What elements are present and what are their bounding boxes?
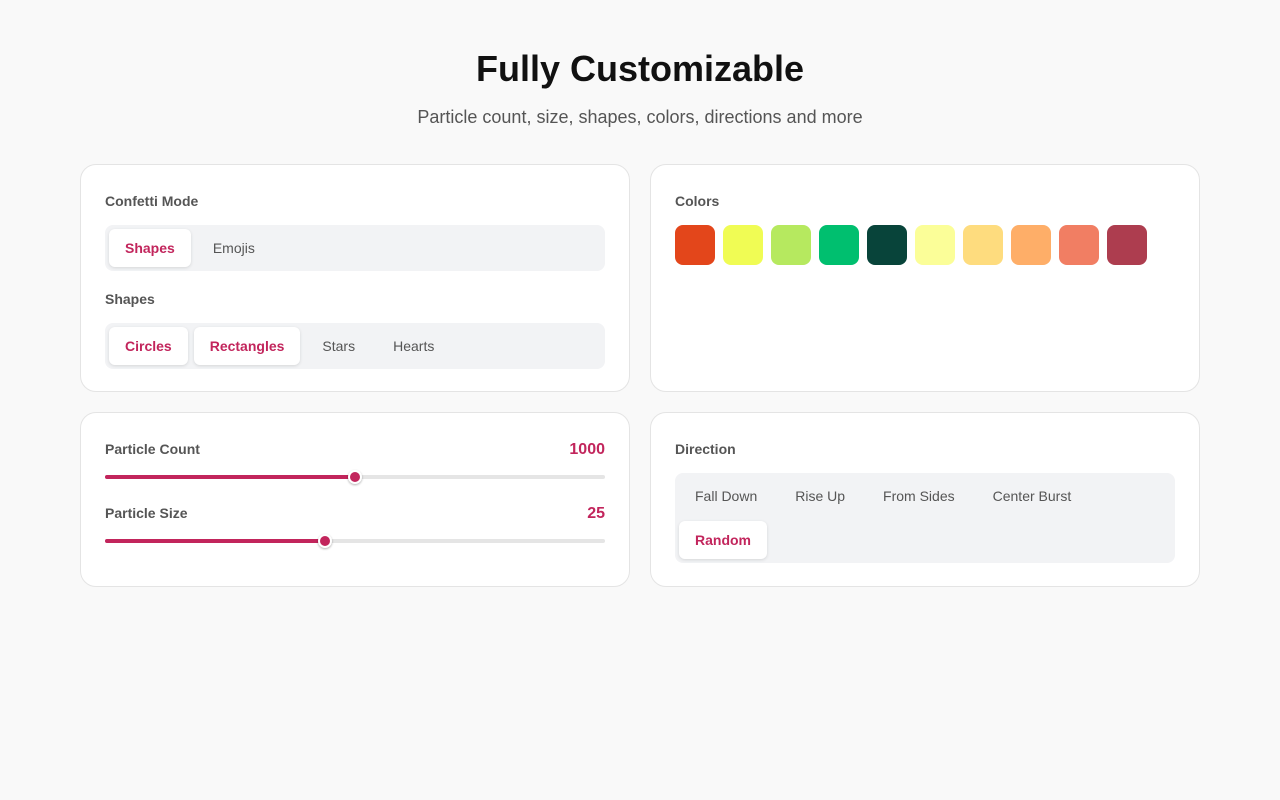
slider-value: 1000 [569,441,605,458]
color-swatch[interactable] [819,225,859,265]
segmented-control: Fall Down Rise Up From Sides Center Burst Ra… [675,473,1175,563]
segmented-control: Shapes Emojis [105,225,605,271]
slider-thumb[interactable] [318,534,332,548]
option[interactable]: Emojis [212,240,255,256]
color-swatch[interactable] [1059,225,1099,265]
option[interactable]: Center Burst [992,488,1072,504]
option[interactable]: Circles [109,327,188,365]
option[interactable]: Rise Up [795,488,846,504]
option[interactable]: Hearts [393,338,435,354]
slider-label: Particle Size [105,505,188,521]
option[interactable]: Stars [322,338,356,354]
direction-card: Direction Fall Down Rise Up From Sides Cent… [650,412,1200,587]
title: Fully Customizable [475,48,805,89]
option[interactable]: Random [679,521,767,559]
mode-card: Confetti Mode Shapes Emojis Shapes Circle… [80,164,630,392]
color-swatch[interactable] [915,225,955,265]
slider-header: Particle Count 1000 [105,441,605,459]
color-swatch[interactable] [675,225,715,265]
option[interactable]: Rectangles [193,327,301,365]
slider-track[interactable] [105,534,605,548]
slider-track[interactable] [105,470,605,484]
color-swatch[interactable] [867,225,907,265]
label: Colors [675,193,720,209]
colors-card: Colors [650,164,1200,392]
slider-header: Particle Size 25 [105,505,605,523]
color-swatch[interactable] [1107,225,1147,265]
color-swatch[interactable] [1011,225,1051,265]
slider-fill [105,475,355,479]
option[interactable]: Fall Down [695,488,758,504]
slider-thumb[interactable] [348,470,362,484]
color-swatch[interactable] [963,225,1003,265]
slider-label: Particle Count [105,441,200,457]
subtitle: Particle count, size, shapes, colors, di… [417,107,863,127]
option[interactable]: Shapes [109,229,191,267]
color-swatch[interactable] [723,225,763,265]
label: Direction [675,441,736,457]
label: Confetti Mode [105,193,199,209]
label: Shapes [105,291,155,307]
segmented-control: Circles Rectangles Stars Hearts [105,323,605,369]
slider-fill [105,539,325,543]
swatch-list [675,225,1175,265]
sliders-card: Particle Count 1000 Particle Size 25 [80,412,630,587]
option[interactable]: From Sides [883,488,955,504]
slider-value: 25 [587,505,605,522]
color-swatch[interactable] [771,225,811,265]
